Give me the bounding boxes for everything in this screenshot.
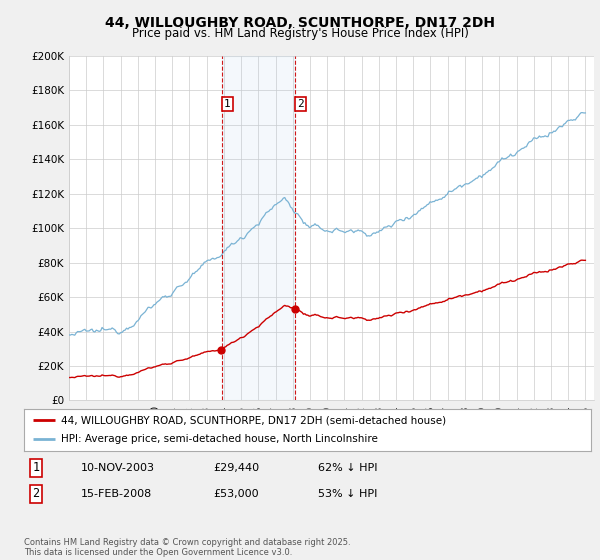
Text: Contains HM Land Registry data © Crown copyright and database right 2025.
This d: Contains HM Land Registry data © Crown c… [24, 538, 350, 557]
Text: 15-FEB-2008: 15-FEB-2008 [81, 489, 152, 499]
Text: £53,000: £53,000 [213, 489, 259, 499]
Text: 2: 2 [298, 99, 304, 109]
Bar [221, 56, 295, 400]
Text: 2: 2 [32, 487, 40, 501]
Text: 10-NOV-2003: 10-NOV-2003 [81, 463, 155, 473]
Text: 1: 1 [32, 461, 40, 474]
Text: 53% ↓ HPI: 53% ↓ HPI [318, 489, 377, 499]
Text: 62% ↓ HPI: 62% ↓ HPI [318, 463, 377, 473]
Text: 44, WILLOUGHBY ROAD, SCUNTHORPE, DN17 2DH: 44, WILLOUGHBY ROAD, SCUNTHORPE, DN17 2D… [105, 16, 495, 30]
Text: Price paid vs. HM Land Registry's House Price Index (HPI): Price paid vs. HM Land Registry's House … [131, 27, 469, 40]
Text: HPI: Average price, semi-detached house, North Lincolnshire: HPI: Average price, semi-detached house,… [61, 435, 378, 445]
Text: 1: 1 [224, 99, 231, 109]
Text: £29,440: £29,440 [213, 463, 259, 473]
Text: 44, WILLOUGHBY ROAD, SCUNTHORPE, DN17 2DH (semi-detached house): 44, WILLOUGHBY ROAD, SCUNTHORPE, DN17 2D… [61, 415, 446, 425]
